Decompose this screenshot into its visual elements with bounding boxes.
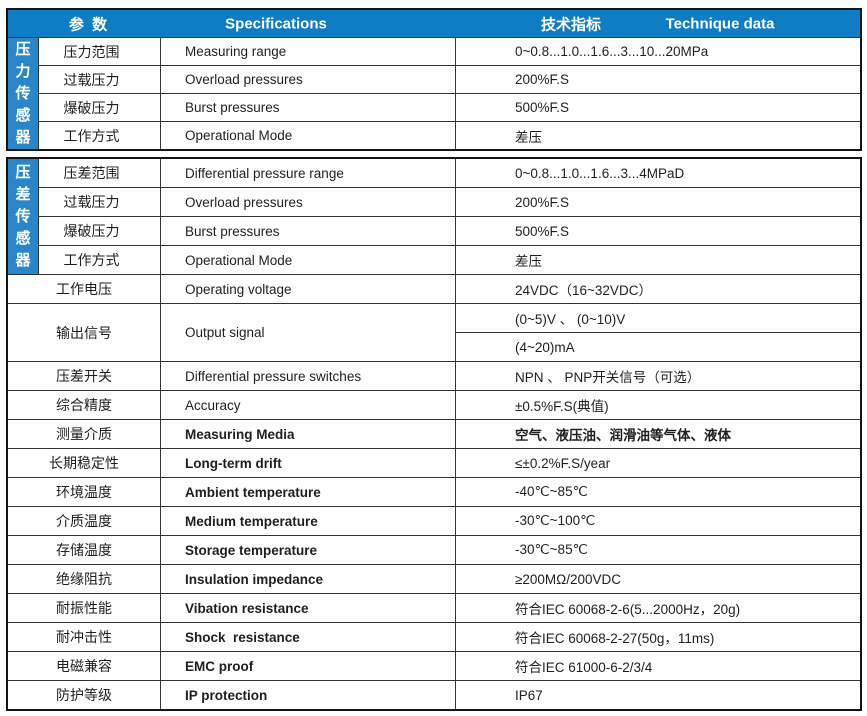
table-header-row: 参 数 Specifications 技术指标 Technique data (8, 10, 860, 37)
param-label-en: Insulation impedance (161, 565, 455, 593)
param-value: 500%F.S (456, 217, 860, 245)
param-value: -30℃~100℃ (456, 507, 860, 535)
param-value: (0~5)V 、 (0~10)V (456, 304, 860, 332)
param-label-en: Accuracy (161, 391, 455, 419)
group-label-pressure-sensor: 压力传感器 (8, 38, 38, 149)
param-value: 200%F.S (456, 66, 860, 93)
param-label-cn: 综合精度 (8, 391, 160, 419)
param-label-en: Shock resistance (161, 623, 455, 651)
spec-tables-wrapper: 参 数 Specifications 技术指标 Technique data 压… (6, 8, 862, 711)
param-label-en: EMC proof (161, 652, 455, 680)
param-value: 符合IEC 60068-2-27(50g，11ms) (456, 623, 860, 651)
param-label-en: Overload pressures (161, 66, 455, 93)
header-param-label: 参 数 (68, 16, 108, 33)
param-label-cn: 爆破压力 (39, 217, 160, 245)
param-label-en: Operational Mode (161, 122, 455, 149)
param-value: 0~0.8...1.0...1.6...3...4MPaD (456, 159, 860, 187)
param-value: 差压 (456, 246, 860, 274)
param-value: NPN 、 PNP开关信号（可选） (456, 362, 860, 390)
param-label-cn: 输出信号 (8, 304, 160, 361)
param-value: 差压 (456, 122, 860, 149)
param-value: 24VDC（16~32VDC） (456, 275, 860, 303)
param-value: ≤±0.2%F.S/year (456, 449, 860, 477)
param-label-en: Differential pressure switches (161, 362, 455, 390)
differential-and-common-table: 压差传感器 压差范围 Differential pressure range 0… (6, 157, 862, 711)
param-label-cn: 环境温度 (8, 478, 160, 506)
param-label-en: Long-term drift (161, 449, 455, 477)
param-label-cn: 压力范围 (39, 38, 160, 65)
param-label-en: IP protection (161, 681, 455, 709)
param-label-en: Vibation resistance (161, 594, 455, 622)
param-value: 500%F.S (456, 94, 860, 121)
param-label-cn: 爆破压力 (39, 94, 160, 121)
param-label-cn: 电磁兼容 (8, 652, 160, 680)
param-label-en: Burst pressures (161, 217, 455, 245)
param-value: 空气、液压油、润滑油等气体、液体 (456, 420, 860, 448)
header-tech-cn-label: 技术指标 (540, 16, 602, 33)
param-label-cn: 工作方式 (39, 122, 160, 149)
header-tech-en-label: Technique data (665, 15, 775, 32)
param-label-cn: 介质温度 (8, 507, 160, 535)
param-label-en: Medium temperature (161, 507, 455, 535)
param-label-cn: 过载压力 (39, 188, 160, 216)
group-label-differential-sensor: 压差传感器 (8, 159, 38, 274)
param-label-cn: 存储温度 (8, 536, 160, 564)
param-label-en: Ambient temperature (161, 478, 455, 506)
param-value: ≥200MΩ/200VDC (456, 565, 860, 593)
param-label-cn: 绝缘阻抗 (8, 565, 160, 593)
param-label-cn: 耐振性能 (8, 594, 160, 622)
param-label-en: Burst pressures (161, 94, 455, 121)
param-label-en: Overload pressures (161, 188, 455, 216)
param-label-cn: 防护等级 (8, 681, 160, 709)
param-label-en: Storage temperature (161, 536, 455, 564)
param-label-cn: 长期稳定性 (8, 449, 160, 477)
param-label-cn: 压差范围 (39, 159, 160, 187)
param-value: 符合IEC 60068-2-6(5...2000Hz，20g) (456, 594, 860, 622)
pressure-sensor-table: 参 数 Specifications 技术指标 Technique data 压… (6, 8, 862, 151)
header-specifications-label: Specifications (225, 15, 327, 32)
param-label-en: Output signal (161, 304, 455, 361)
param-label-cn: 过载压力 (39, 66, 160, 93)
param-label-en: Measuring Media (161, 420, 455, 448)
param-value: -40℃~85℃ (456, 478, 860, 506)
param-label-cn: 测量介质 (8, 420, 160, 448)
param-value: (4~20)mA (456, 333, 860, 361)
param-value: ±0.5%F.S(典值) (456, 391, 860, 419)
param-label-cn: 工作电压 (8, 275, 160, 303)
param-label-en: Operating voltage (161, 275, 455, 303)
param-value: 符合IEC 61000-6-2/3/4 (456, 652, 860, 680)
param-label-cn: 耐冲击性 (8, 623, 160, 651)
param-value: IP67 (456, 681, 860, 709)
param-label-cn: 工作方式 (39, 246, 160, 274)
param-value: 200%F.S (456, 188, 860, 216)
param-value: 0~0.8...1.0...1.6...3...10...20MPa (456, 38, 860, 65)
param-label-en: Operational Mode (161, 246, 455, 274)
param-label-en: Differential pressure range (161, 159, 455, 187)
param-label-en: Measuring range (161, 38, 455, 65)
param-value: -30℃~85℃ (456, 536, 860, 564)
param-label-cn: 压差开关 (8, 362, 160, 390)
